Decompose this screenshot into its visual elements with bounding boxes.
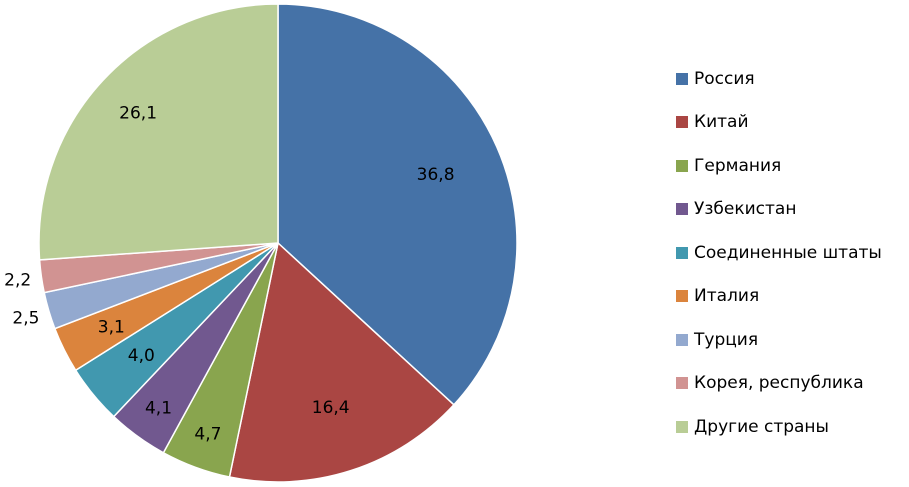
legend-label: Германия (694, 155, 782, 176)
data-label: 16,4 (312, 398, 350, 418)
data-label: 36,8 (417, 165, 455, 185)
legend-label: Италия (694, 286, 760, 307)
legend-label: Соединенные штаты (694, 242, 882, 263)
pie-data-labels: 36,8 16,4 4,7 4,1 4,03,1 2,5 2,2 26,1 (4, 104, 454, 445)
data-label: 4,7 (194, 425, 221, 445)
legend-item: Турция (676, 318, 882, 362)
chart-legend: Россия Китай Германия Узбекистан Соединенные… (676, 57, 882, 449)
legend-item: Россия (676, 57, 882, 101)
legend-item: Корея, республика (676, 362, 882, 406)
legend-swatch (676, 116, 688, 129)
legend-label: Узбекистан (694, 199, 797, 220)
legend-swatch (676, 72, 688, 85)
legend-swatch (676, 203, 688, 216)
data-label: 3,1 (98, 317, 125, 337)
legend-label: Другие страны (694, 416, 829, 437)
legend-item: Соединенные штаты (676, 231, 882, 275)
legend-swatch (676, 290, 688, 303)
legend-swatch (676, 420, 688, 433)
legend-label: Турция (694, 329, 759, 350)
legend-label: Россия (694, 68, 755, 89)
legend-label: Корея, республика (694, 373, 864, 394)
pie-chart: 36,8 16,4 4,7 4,1 4,03,1 2,5 2,2 26,1 (4, 3, 518, 483)
data-label: 2,5 (12, 309, 39, 329)
legend-label: Китай (694, 112, 749, 133)
data-label: 4,1 (145, 398, 172, 418)
pie-slice (38, 3, 279, 261)
data-label: 26,1 (119, 104, 157, 124)
legend-item: Другие страны (676, 405, 882, 449)
legend-item: Германия (676, 144, 882, 188)
legend-swatch (676, 333, 688, 346)
data-label: 2,2 (4, 271, 31, 291)
data-label: 4,0 (128, 346, 155, 366)
pie-slice (277, 3, 518, 406)
legend-item: Узбекистан (676, 188, 882, 232)
pie-slices (38, 3, 518, 483)
pie-slice (228, 241, 455, 483)
legend-item: Китай (676, 101, 882, 145)
legend-item: Италия (676, 275, 882, 319)
legend-swatch (676, 377, 688, 390)
legend-swatch (676, 159, 688, 172)
legend-swatch (676, 246, 688, 259)
